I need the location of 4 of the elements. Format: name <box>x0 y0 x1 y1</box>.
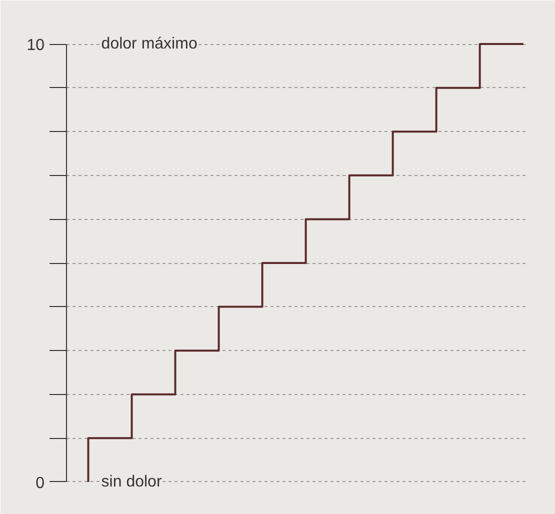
annotation: dolor máximo <box>101 36 198 53</box>
y-tick-label: 0 <box>36 474 45 492</box>
annotation: sin dolor <box>101 473 162 490</box>
y-tick-label: 10 <box>26 37 45 54</box>
